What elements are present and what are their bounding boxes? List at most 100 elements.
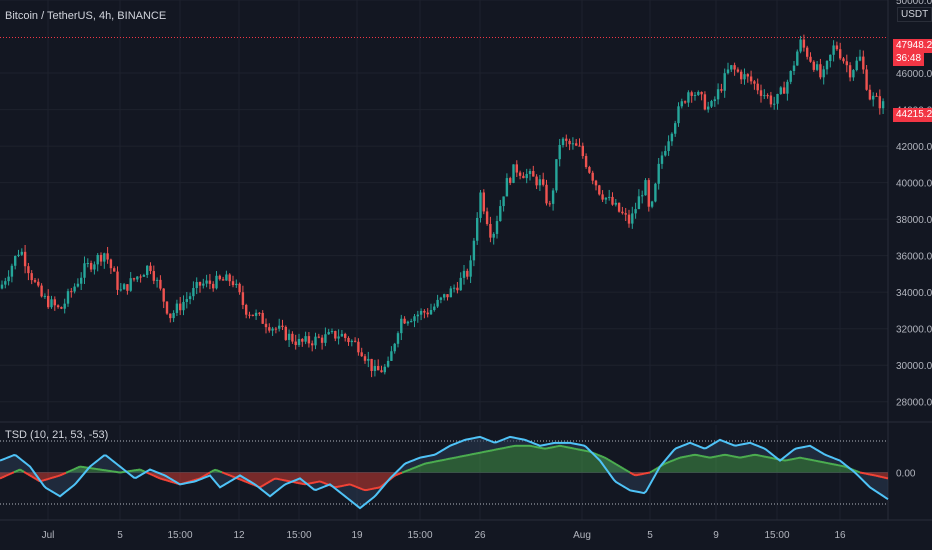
candle-body <box>489 223 492 238</box>
indicator-sign-fill <box>772 458 774 473</box>
candle-body <box>472 240 476 261</box>
indicator-sign-fill <box>572 448 574 473</box>
candle-body <box>822 69 825 78</box>
indicator-slow-line <box>653 468 657 471</box>
indicator-sign-fill <box>732 456 734 473</box>
indicator-slow-line <box>265 481 269 485</box>
indicator-sign-fill <box>384 472 386 485</box>
indicator-sign-fill <box>754 454 756 473</box>
candle-body <box>829 54 832 61</box>
indicator-sign-fill <box>40 472 42 482</box>
indicator-sign-fill <box>450 458 452 473</box>
indicator-sign-fill <box>368 472 370 490</box>
candle-body <box>614 202 617 205</box>
indicator-sign-fill <box>328 472 330 486</box>
price-axis-label: 34000.00 <box>896 288 932 299</box>
currency-button[interactable]: USDT <box>897 7 932 22</box>
candle-body <box>799 39 802 52</box>
candle-body <box>773 103 776 105</box>
indicator-sign-fill <box>346 472 348 486</box>
indicator-slow-line <box>605 457 609 461</box>
time-axis-label: 19 <box>351 530 363 541</box>
indicator-slow-line <box>393 474 397 478</box>
candle-body <box>7 276 10 282</box>
candle-body <box>334 331 337 339</box>
candle-body <box>594 180 598 186</box>
candle-body <box>373 366 377 371</box>
indicator-slow-line <box>65 470 69 474</box>
indicator-slow-line <box>173 481 177 485</box>
candle-body <box>188 296 192 300</box>
candle-body <box>617 202 621 212</box>
indicator-sign-fill <box>788 459 790 473</box>
candle-body <box>241 292 245 305</box>
indicator-slow-line <box>607 458 611 462</box>
indicator-sign-fill <box>196 472 198 480</box>
indicator-sign-fill <box>554 446 556 473</box>
candle-body <box>60 307 63 309</box>
candle-body <box>740 71 743 80</box>
time-axis-label: 5 <box>117 530 123 541</box>
candle-body <box>466 270 469 277</box>
indicator-fast-line <box>0 435 889 510</box>
candle-body <box>17 254 20 256</box>
indicator-sign-fill <box>564 446 566 473</box>
indicator-sign-fill <box>800 457 802 473</box>
candle-body <box>89 262 93 270</box>
indicator-slow-line <box>323 482 327 485</box>
candle-body <box>792 65 796 71</box>
indicator-slow-line <box>205 472 209 476</box>
indicator-sign-fill <box>366 472 368 491</box>
indicator-sign-fill <box>570 447 572 473</box>
candle-body <box>604 197 608 200</box>
candle-body <box>842 58 845 62</box>
indicator-sign-fill <box>752 454 754 473</box>
indicator-sign-fill <box>550 447 552 473</box>
candle-body <box>357 341 360 353</box>
candle-body <box>575 143 578 146</box>
candle-body <box>340 333 344 337</box>
indicator-slow-line <box>379 484 383 489</box>
indicator-sign-fill <box>578 449 580 473</box>
indicator-slow-line <box>0 476 3 480</box>
indicator-sign-fill <box>830 463 832 473</box>
candle-body <box>779 87 782 95</box>
indicator-sign-fill <box>454 457 456 473</box>
indicator-slow-line <box>221 471 225 475</box>
indicator-title[interactable]: TSD (10, 21, 53, -53) <box>5 429 109 441</box>
candle-body <box>736 69 740 72</box>
indicator-sign-fill <box>336 472 338 488</box>
candle-body <box>301 338 304 342</box>
indicator-sign-fill <box>486 451 488 473</box>
candle-body <box>195 282 198 289</box>
candle-body <box>660 155 664 164</box>
indicator-slow-line <box>355 485 359 489</box>
candle-body <box>264 323 268 328</box>
indicator-sign-fill <box>582 450 584 473</box>
candle-body <box>350 340 353 343</box>
candle-body <box>113 268 116 272</box>
indicator-slow-line <box>243 480 247 483</box>
indicator-sign-fill <box>280 472 282 480</box>
candle-body <box>30 273 33 281</box>
indicator-slow-line <box>663 462 667 466</box>
candle-body <box>162 288 165 302</box>
price-axis-label: 36000.00 <box>896 252 932 263</box>
candle-body <box>825 60 829 70</box>
candle-body <box>139 276 142 278</box>
indicator-sign-fill <box>312 472 314 483</box>
indicator-sign-fill <box>434 461 436 473</box>
candle-body <box>462 270 466 278</box>
candle-body <box>271 328 274 331</box>
indicator-sign-fill <box>766 456 768 473</box>
indicator-sign-fill <box>540 447 542 473</box>
indicator-slow-line <box>229 474 233 478</box>
indicator-sign-fill <box>698 455 700 473</box>
candle-body <box>169 313 172 319</box>
indicator-sign-fill <box>256 472 258 487</box>
candle-body <box>56 305 60 308</box>
indicator-slow-line <box>251 483 255 486</box>
indicator-sign-fill <box>370 472 372 490</box>
candle-body <box>505 178 509 197</box>
